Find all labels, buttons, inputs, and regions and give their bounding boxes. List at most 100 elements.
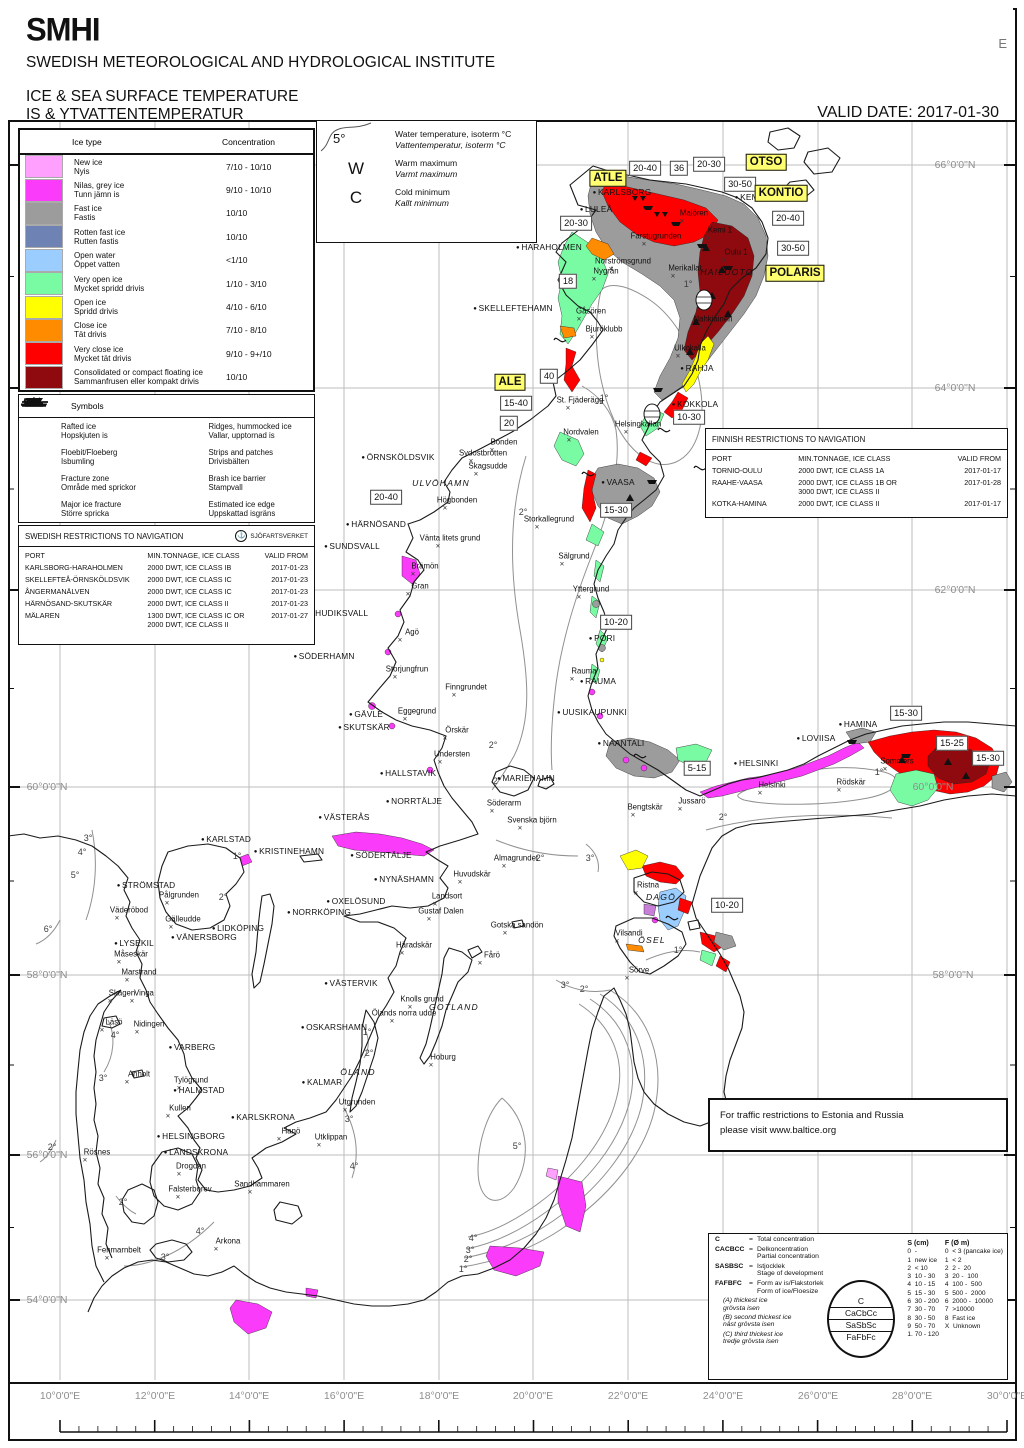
symbol-label: Ridges, hummocked ice Vallar, upptornad i… (208, 422, 292, 440)
table-cell: SKELLEFTEÅ-ÖRNSKÖLDSVIK (25, 575, 130, 584)
lighthouse-x-marker: × (675, 351, 681, 361)
place-label-city: ● RAHJA (680, 363, 714, 373)
place-label-city: ● UUSIKAUPUNKI (557, 707, 627, 717)
lighthouse-x-marker: × (559, 559, 565, 569)
ice-concentration: 4/10 - 6/10 (226, 302, 267, 313)
place-label-lighthouse: Brämön (411, 561, 439, 571)
equals: = (749, 1262, 753, 1270)
place-label-city: ● PORI (588, 633, 616, 643)
city-dot: ● (349, 712, 353, 718)
city-dot: ● (680, 366, 685, 372)
lighthouse-x-marker: × (565, 403, 571, 413)
place-label-region: GOTLAND (429, 1002, 479, 1012)
place-label-city: ● VÄSTERÅS (318, 812, 370, 822)
lighthouse-x-marker: × (213, 1244, 219, 1254)
city-dot: ● (211, 926, 216, 932)
city-dot: ● (230, 1115, 235, 1121)
place-label-city: ● NORRTÄLJE (385, 796, 443, 806)
isotherm-label: 6° (43, 924, 53, 934)
table-cell: MÄLAREN (25, 611, 60, 620)
place-label-lighthouse: Pålgrunden (159, 890, 199, 900)
isotherm-label: 3° (585, 853, 595, 863)
place-label-city: ● LULEÅ (579, 204, 613, 214)
place-label-city: ● KEMI (734, 192, 762, 202)
place-label-lighthouse: Kemi 1 (707, 225, 733, 235)
chart-title-sv: IS & YTVATTENTEMPERATUR (26, 106, 244, 123)
lighthouse-x-marker: × (247, 1187, 253, 1197)
isotherm-label: 5° (70, 870, 80, 880)
lighthouse-x-marker: × (705, 233, 711, 243)
egg-definition-text: Form av is/Flakstorlek Form of ice/Floes… (757, 1279, 824, 1295)
place-label-region: ÖSEL (638, 935, 666, 945)
place-label-lighthouse: Jussarö (678, 796, 706, 806)
egg-definition: FAFBFC = Form av is/Flakstorlek Form of ic… (715, 1280, 1007, 1295)
ice-thickness-box: 36 (669, 160, 689, 176)
place-label-lighthouse: Sydostbrotten (458, 448, 508, 458)
table-cell: KOTKA-HAMINA (712, 499, 767, 508)
table-cell: RAAHE-VAASA (712, 478, 763, 487)
lighthouse-x-marker: × (641, 239, 647, 249)
lighthouse-x-marker: × (836, 785, 842, 795)
table-cell: 2017-01-23 (271, 575, 308, 584)
city-dot: ● (579, 207, 584, 213)
place-label-lighthouse: Sälgrund (558, 551, 590, 561)
lighthouse-x-marker: × (882, 764, 888, 774)
lighthouse-x-marker: × (457, 877, 463, 887)
ice-color-swatch (25, 248, 63, 272)
isotherm-label: 3° (83, 833, 93, 843)
lighthouse-x-marker: × (473, 469, 479, 479)
isotherm-label: 2° (218, 892, 228, 902)
place-label-lighthouse: Vänta litets grund (419, 533, 481, 543)
place-label-city: ● VÄNERSBORG (171, 932, 237, 942)
table-cell: 2000 DWT, ICE CLASS IB (147, 563, 232, 572)
ice-concentration: 1/10 - 3/10 (226, 278, 267, 289)
lighthouse-x-marker: × (389, 1016, 395, 1026)
egg-symbol: C (715, 1236, 720, 1243)
place-label-city: ●HUDIKSVALL (310, 608, 368, 618)
city-dot: ● (324, 544, 328, 550)
place-label-lighthouse: Drogden (176, 1161, 206, 1171)
temp-legend-label: Warm maximum Varmt maximum (395, 158, 458, 179)
lighthouse-x-marker: × (442, 503, 448, 513)
city-dot: ● (588, 636, 593, 642)
place-label-city: ● HALLSTAVIK (379, 768, 437, 778)
egg-code-legend: C = Total concentration CACBCC = Delkoncentra… (708, 1233, 1008, 1380)
egg-row: FaFbFc (829, 1330, 893, 1343)
place-label-lighthouse: Hanö (281, 1126, 301, 1136)
symbols-title: Symbols (71, 401, 104, 411)
place-label-city: ● SKELLEFTEHAMN (473, 303, 553, 313)
temp-legend-label: Water temperature, isoterm °C Vattentempe… (395, 129, 512, 150)
lighthouse-x-marker: × (534, 522, 540, 532)
ice-color-swatch (25, 342, 63, 366)
lighthouse-x-marker: × (698, 322, 704, 332)
chart-title-en: ICE & SEA SURFACE TEMPERATURE (26, 88, 299, 105)
longitude-label: 12°0'0"E (134, 1390, 176, 1402)
symbol-label: Brash ice barrier Stampvall (208, 474, 266, 492)
table-cell: 2017-01-23 (271, 599, 308, 608)
place-label-city: ● VARBERG (168, 1042, 216, 1052)
lighthouse-x-marker: × (451, 690, 457, 700)
table-cell: HÄRNÖSAND-SKUTSKÄR (25, 599, 113, 608)
ice-type-name: Close ice Tät drivis (74, 321, 107, 340)
baltice-link[interactable]: please visit www.baltice.org (720, 1125, 837, 1136)
equals: = (749, 1279, 753, 1287)
table-cell: 2017-01-23 (271, 587, 308, 596)
ice-color-swatch (25, 178, 63, 202)
place-label-lighthouse: Almagrundet (493, 853, 539, 863)
table-cell: 2000 DWT, ICE CLASS IC (147, 587, 232, 596)
isotherm-label: 5° (512, 1141, 522, 1151)
lighthouse-x-marker: × (442, 733, 448, 743)
place-label-lighthouse: Skagen (108, 988, 136, 998)
isotherm-label: 3° (344, 1114, 354, 1124)
map-symbols-layer (553, 196, 970, 921)
egg-symbol: SASBSC (715, 1262, 744, 1270)
place-label-lighthouse: Hoburg (430, 1052, 456, 1062)
place-label-lighthouse: Gran (411, 581, 429, 591)
table-row: KARLSBORG-HARAHOLMEN 2000 DWT, ICE CLASS … (19, 562, 314, 574)
ice-thickness-box: 5-15 (683, 760, 711, 776)
city-dot: ● (597, 741, 602, 747)
place-label-city: ● OXELÖSUND (326, 896, 386, 906)
lighthouse-x-marker: × (405, 589, 411, 599)
egg-row: SaSbSc (829, 1318, 893, 1331)
table-cell: TORNIO-OULU (712, 466, 763, 475)
